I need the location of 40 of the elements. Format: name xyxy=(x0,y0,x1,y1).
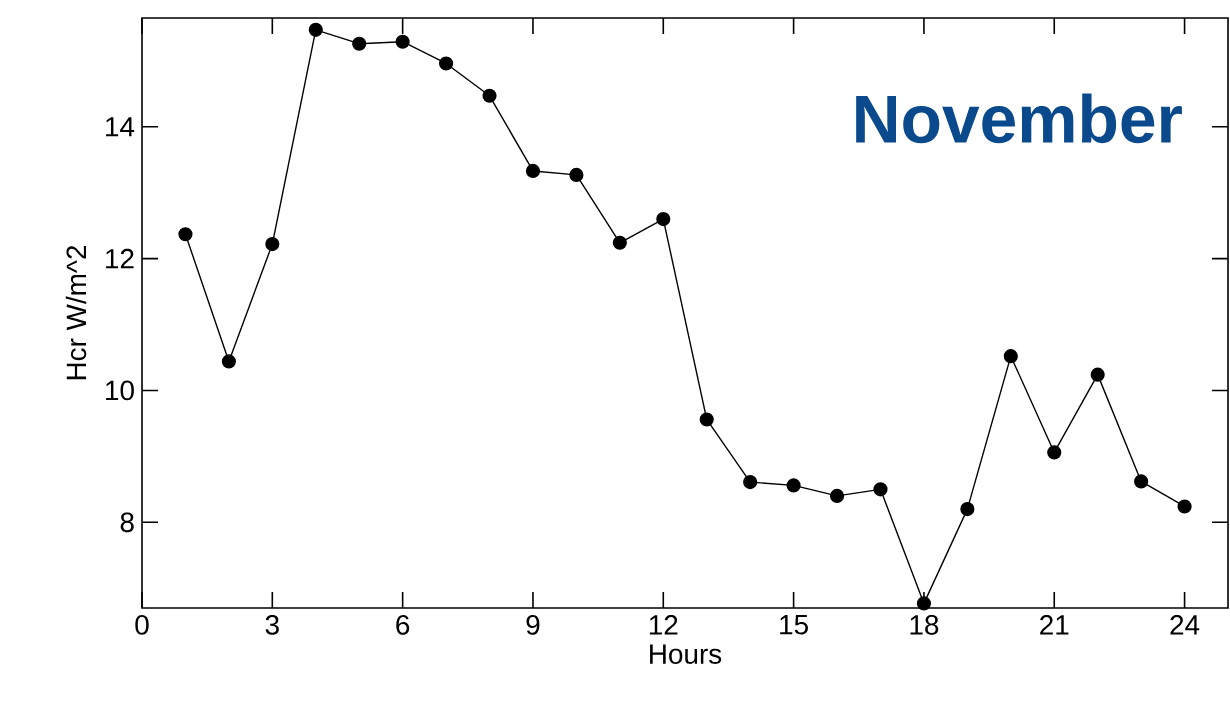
x-tick-label: 21 xyxy=(1040,615,1069,635)
point xyxy=(960,502,975,517)
y-axis-title: Hcr W/m^2 xyxy=(65,245,87,380)
point xyxy=(786,478,801,493)
point xyxy=(439,56,454,71)
x-tick-label: 9 xyxy=(526,615,540,635)
point xyxy=(656,211,671,227)
point xyxy=(1177,499,1192,514)
point xyxy=(525,163,541,179)
point xyxy=(743,475,758,490)
x-axis-title: Hours xyxy=(650,644,722,664)
y-tick-label: 14 xyxy=(106,117,135,137)
point xyxy=(612,235,627,250)
point xyxy=(352,36,367,51)
annotation: November xyxy=(856,93,1182,144)
point xyxy=(829,488,845,503)
point xyxy=(395,34,410,49)
x-tick-label: 15 xyxy=(780,615,808,635)
point xyxy=(916,596,931,611)
point xyxy=(569,167,584,182)
x-tick-label: 3 xyxy=(265,615,279,635)
x-tick-label: 24 xyxy=(1170,615,1200,635)
x-tick-label: 18 xyxy=(910,615,939,635)
point xyxy=(873,482,888,497)
point xyxy=(1090,367,1105,382)
x-tick-label: 0 xyxy=(135,615,149,635)
y-tick-label: 8 xyxy=(120,512,134,533)
y-tick-label: 12 xyxy=(106,248,134,269)
point xyxy=(482,88,497,103)
y-tick-label: 10 xyxy=(106,380,134,401)
point xyxy=(1047,445,1062,460)
point xyxy=(308,22,323,37)
x-tick-label: 12 xyxy=(649,615,678,635)
point xyxy=(178,227,193,242)
x-tick-label: 6 xyxy=(396,615,410,635)
point xyxy=(699,412,714,427)
point xyxy=(1003,349,1018,364)
point xyxy=(221,354,236,369)
point xyxy=(265,237,280,252)
point xyxy=(1134,474,1149,489)
